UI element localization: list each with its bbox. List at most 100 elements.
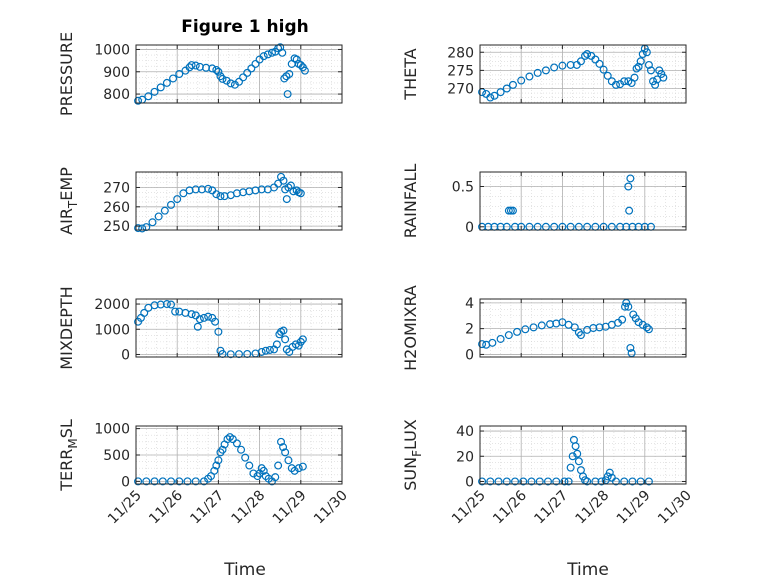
data-point [486,477,495,486]
data-point [611,80,620,89]
data-point [628,477,637,486]
plot-area [480,299,686,357]
data-point [525,72,534,81]
data-point [644,325,653,334]
y-tick-label: 500 [103,448,130,464]
data-point [576,331,585,340]
data-point [638,320,647,329]
y-tick-label: 280 [447,45,474,61]
data-point [581,51,590,60]
data-point [218,74,227,83]
data-point [564,477,573,486]
data-point [237,445,246,454]
data-point [626,343,635,352]
data-point [624,182,633,191]
data-point [175,69,184,78]
y-axis-label: THETA [401,48,420,100]
data-point [274,461,283,470]
data-point [583,50,592,59]
data-point [193,322,202,331]
data-point [212,461,221,470]
x-tick-label: 11/25 [449,488,489,528]
data-point [211,317,220,326]
data-point [566,463,575,472]
data-point [611,477,620,486]
y-tick-label: 0 [465,347,474,363]
x-tick-label: 11/28 [229,488,269,528]
data-point [150,87,159,96]
data-point [283,90,292,99]
data-point [156,83,165,92]
data-point [558,61,567,70]
data-point [247,64,256,73]
y-tick-label: 270 [103,180,130,196]
data-point [605,468,614,477]
data-point [521,325,530,334]
data-point [204,312,213,321]
data-point [134,224,143,233]
data-point [651,80,660,89]
data-point [281,448,290,457]
data-point [279,176,288,185]
y-tick-label: 20 [456,449,474,465]
data-point [290,466,299,475]
data-point [140,308,149,317]
data-point [199,313,208,322]
data-point [144,92,153,101]
data-point [191,61,200,70]
data-point [632,64,641,73]
data-point [504,331,513,340]
data-point [235,77,244,86]
data-point [160,206,169,215]
data-point [573,449,582,458]
axes-frame [479,425,687,485]
subplot-7: 0 500 1000 11/25 11/26 11/27 11/28 11/29 11/30 TE… [57,419,351,527]
data-point [171,307,180,316]
data-point [259,52,268,61]
data-point [541,66,550,75]
data-point [285,69,294,78]
subplot-8: 0 20 40 11/25 11/26 11/27 11/28 11/29 11/30 SUNFL… [401,419,695,527]
subplot-5: 0 1000 2000 MIXDEPTH [57,286,343,370]
data-point [496,88,505,97]
data-point [621,302,630,311]
x-tick-label: 11/29 [270,488,310,528]
y-axis-label: AIRTEMP [57,167,80,235]
data-point [183,477,192,486]
x-tick-label: 11/30 [311,488,351,528]
data-point [636,477,645,486]
data-point [214,67,223,76]
data-point [281,335,290,344]
data-point [502,84,511,93]
data-point [226,79,235,88]
data-point [638,50,647,59]
y-tick-label: 260 [103,200,130,216]
data-point [300,66,309,75]
data-point [543,477,552,486]
axes-frame [135,298,343,358]
subplot-6: 0 2 4 H2OMIXRA [401,285,687,371]
data-point [169,74,178,83]
data-point [167,300,176,309]
data-point [529,323,538,332]
data-point [167,200,176,209]
data-point [634,318,643,327]
data-point [552,477,561,486]
y-tick-label: 1000 [94,322,130,338]
data-point [517,76,526,85]
x-axis-label-right: Time [566,560,609,580]
figure-title: Figure 1 high [181,17,309,37]
y-axis-label: PRESSURE [57,32,76,116]
data-point [494,477,503,486]
data-point [142,223,151,232]
data-point [490,91,499,100]
data-point [280,74,289,83]
data-point [214,456,223,465]
data-point [187,61,196,70]
data-point [257,347,266,356]
data-point [261,346,270,355]
y-axis-label: TERRMSL [57,419,80,492]
data-point [537,321,546,330]
data-point [191,477,200,486]
